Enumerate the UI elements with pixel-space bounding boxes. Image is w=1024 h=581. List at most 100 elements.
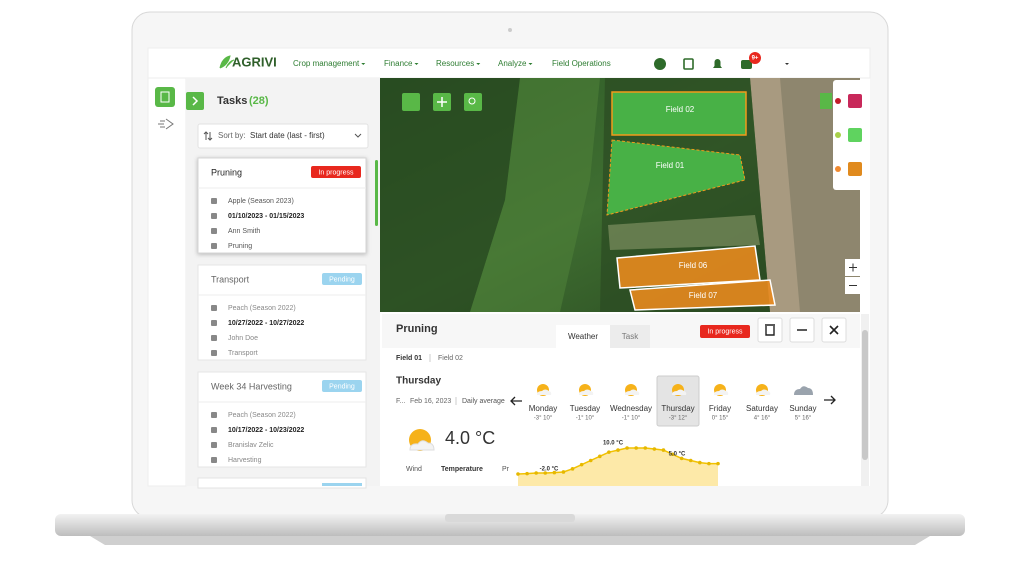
temperature-point — [643, 446, 648, 450]
temperature-point — [570, 467, 575, 471]
bell-icon[interactable] — [713, 59, 722, 68]
menu-item[interactable]: Analyze — [498, 59, 527, 68]
detail-icon — [211, 412, 217, 418]
dropdown-caret[interactable] — [785, 63, 789, 65]
location: F... — [396, 398, 405, 405]
temperature-point — [716, 461, 720, 466]
status-text: In progress — [707, 328, 743, 335]
selected-day: Thursday — [396, 376, 441, 387]
tab-inactive[interactable] — [610, 325, 650, 348]
detail-icon — [211, 305, 217, 311]
layers-button[interactable] — [402, 93, 420, 111]
day-range: 4° 16° — [754, 416, 771, 422]
day-range: -1° 10° — [576, 416, 595, 422]
card-assignee: Ann Smith — [228, 228, 260, 235]
delete-button[interactable] — [757, 317, 783, 343]
operations-nav-icon[interactable] — [158, 118, 174, 130]
metric[interactable]: Temperature — [441, 466, 483, 473]
prev-arrow[interactable] — [510, 396, 522, 406]
card-dates: 10/17/2022 - 10/23/2022 — [228, 427, 304, 434]
chart-label: -2.0 °C — [540, 467, 559, 473]
temperature-point — [516, 472, 520, 476]
next-arrow[interactable] — [824, 395, 836, 405]
field-tab[interactable]: Field 02 — [438, 355, 463, 362]
sort-value: Start date (last - first) — [250, 131, 325, 140]
laptop-base-edge — [90, 536, 930, 545]
help-icon[interactable] — [654, 58, 666, 70]
menu-item[interactable]: Field Operations — [552, 59, 611, 68]
day-name[interactable]: Sunday — [789, 404, 816, 413]
field-polygon[interactable] — [611, 91, 747, 136]
temperature-point — [607, 450, 611, 454]
sort-dropdown[interactable] — [197, 123, 369, 149]
card-tag: Pruning — [228, 243, 252, 250]
status-badge-partial — [322, 483, 362, 486]
camera — [508, 28, 512, 32]
day-name[interactable]: Thursday — [661, 404, 694, 413]
pear-icon — [835, 132, 841, 138]
menu-item[interactable]: Resources — [436, 59, 474, 68]
scrollbar — [375, 160, 378, 226]
detail-icon — [211, 228, 217, 234]
card-title: Pruning — [211, 167, 242, 177]
day-range: -1° 10° — [622, 416, 641, 422]
badge-count: 9+ — [752, 56, 759, 62]
task-card-partial[interactable] — [197, 477, 367, 489]
delete-glyph — [765, 324, 775, 336]
detail-icon — [211, 350, 217, 356]
search-button[interactable] — [464, 93, 482, 111]
temperature-point — [679, 456, 684, 461]
day-name[interactable]: Friday — [709, 404, 731, 413]
day-name[interactable]: Wednesday — [610, 404, 652, 413]
panel-scroll-thumb — [862, 330, 868, 460]
card-tag: Harvesting — [228, 457, 262, 464]
temperature-point — [561, 470, 566, 474]
day-icon-cloud — [756, 389, 771, 395]
field-tab[interactable]: Field 01 — [396, 355, 422, 362]
day-name[interactable]: Monday — [529, 404, 557, 413]
temperature-point — [616, 448, 620, 452]
field-polygon[interactable] — [606, 139, 746, 216]
detail-icon — [211, 335, 217, 341]
temperature-point — [598, 454, 602, 459]
crop-color[interactable] — [848, 162, 862, 176]
peach-icon — [835, 166, 841, 172]
current-temperature: 4.0 °C — [445, 428, 495, 448]
messages-icon[interactable] — [741, 60, 752, 69]
chart-label: 5.0 °C — [669, 452, 686, 458]
selected-day-box — [656, 375, 700, 427]
metric[interactable]: Wind — [406, 466, 422, 473]
temperature-point — [652, 447, 657, 451]
legend-toggle[interactable] — [820, 93, 832, 109]
field-label: Field 06 — [679, 261, 708, 270]
temperature-point — [534, 471, 538, 475]
field-polygon[interactable] — [629, 279, 776, 311]
day-name[interactable]: Tuesday — [570, 404, 600, 413]
menu-item[interactable]: Finance — [384, 59, 413, 68]
cherry-icon — [835, 98, 841, 104]
mode: Daily average — [462, 398, 505, 405]
detail-icon — [211, 427, 217, 433]
temperature-point — [588, 458, 593, 463]
crop-color[interactable] — [848, 128, 862, 142]
day-icon-cloud — [579, 389, 594, 395]
tasks-nav-icon[interactable] — [155, 87, 175, 107]
detail-icon — [211, 320, 217, 326]
calendar-icon[interactable] — [683, 58, 694, 70]
temperature-point — [698, 460, 702, 465]
menu-item[interactable]: Crop management — [293, 59, 360, 68]
logo-leaf — [219, 55, 235, 69]
metric[interactable]: Pr — [502, 466, 510, 473]
crop-color[interactable] — [848, 94, 862, 108]
tab-active[interactable] — [556, 325, 610, 348]
tab: Weather — [568, 332, 598, 341]
temperature-point — [634, 446, 638, 450]
tasks-count: (28) — [249, 95, 269, 107]
collapse-button[interactable] — [186, 92, 204, 110]
card-title: Week 34 Harvesting — [211, 381, 292, 391]
temperature-point — [625, 446, 629, 450]
sort-label: Sort by: — [218, 131, 246, 140]
day-name[interactable]: Saturday — [746, 404, 778, 413]
meadow-area — [470, 78, 600, 312]
